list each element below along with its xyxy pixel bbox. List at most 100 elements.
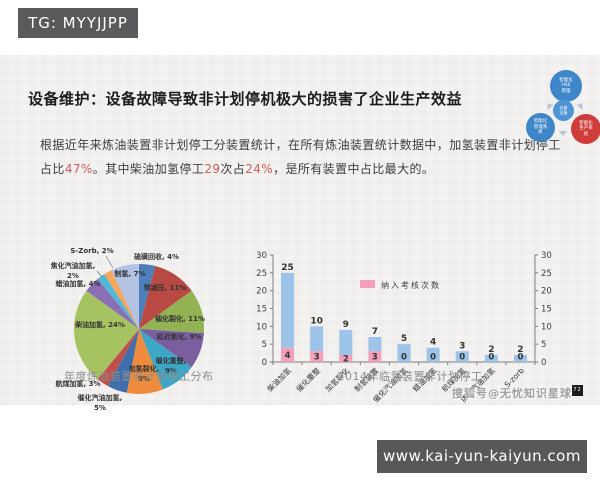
body-highlight-value: 29	[204, 162, 221, 176]
bar-assessed-label: 0	[459, 353, 465, 363]
body-text-segment: 根据近年来炼油装置非计划停工分装置统计，在所有炼油装置统计数据中，加氢装置非计划…	[40, 138, 561, 176]
bar-assessed-label: 0	[517, 353, 523, 363]
bar-segment-assessed-加氢裂化	[339, 354, 353, 362]
y-tick-label-left: 20	[256, 287, 267, 297]
legend-label: 纳入考核次数	[381, 280, 441, 290]
pie-slice-航煤加氢	[97, 329, 139, 386]
pie-leader-line	[105, 255, 114, 269]
y-tick-label-right: 25	[541, 269, 552, 279]
bar-chart-caption: 2014年临氢装置非计划停工	[337, 370, 483, 383]
bar-total-label: 4	[430, 338, 436, 348]
decor-circle-production: 智能化 生产系统	[571, 114, 600, 144]
tg-handle-badge: TG: MYYJJPP	[18, 8, 138, 38]
pie-chart-refinery-unplanned-shutdown: 硫磺回收, 4% 常减压, 11% 催化裂化, 11% 延迟焦化, 9% 催化重整, 9%…	[50, 247, 205, 412]
pie-slice-label: 5%	[94, 404, 106, 412]
decor-circle-hse: 智能化 HSE 管理	[550, 70, 582, 102]
bar-total-label: 5	[401, 334, 407, 344]
pie-slice-蜡油加氢	[86, 278, 139, 329]
bar-assessed-label: 0	[401, 353, 407, 363]
pie-slice-延迟焦化	[139, 329, 204, 368]
bar-segment-total-制氢装置	[368, 337, 382, 352]
y-tick-label-left: 0	[262, 358, 267, 368]
body-highlight-value: 24%	[245, 162, 274, 176]
bar-assessed-label: 0	[430, 353, 436, 363]
pie-slice-硫磺回收	[139, 263, 156, 329]
y-tick-label-right: 20	[541, 287, 552, 297]
pie-slice-label: 延迟焦化, 9%	[156, 332, 202, 341]
bar-total-label: 2	[517, 345, 523, 355]
bar-total-label: 25	[281, 263, 294, 273]
pie-slice-label: 柴油加氢, 24%	[74, 320, 125, 329]
pie-slice-催化汽油加氢	[107, 329, 139, 393]
pie-slice-label: 催化汽油加氢,	[78, 393, 123, 402]
bar-segment-total-催化重整	[310, 326, 324, 352]
pie-slice-label: 催化裂化, 11%	[155, 314, 205, 323]
pie-slice-label: 常减压, 11%	[144, 283, 187, 292]
pie-slice-常减压	[139, 266, 192, 329]
legend-swatch-assessed	[360, 280, 375, 288]
bar-total-label: 9	[343, 320, 349, 330]
pie-slice-label: 制氢, 7%	[115, 269, 146, 278]
website-url-banner: www.kai-yun-kaiyun.com	[377, 440, 587, 473]
presentation-slide: 设备维护：设备故障导致非计划停机极大的损害了企业生产效益 根据近年来炼油装置非计…	[0, 55, 600, 412]
bar-total-label: 2	[488, 345, 494, 355]
pie-slice-label: 2%	[67, 272, 79, 280]
y-tick-label-left: 30	[256, 251, 267, 261]
bar-total-label: 3	[459, 341, 465, 351]
y-tick-label-right: 5	[541, 340, 546, 350]
bar-segment-total-S-zorb	[513, 354, 527, 362]
pie-slice-焦化汽油加氢	[97, 274, 139, 329]
x-category-label: 柴油加氢	[265, 365, 294, 394]
watermark-badge: 72	[572, 385, 583, 396]
bar-assessed-label: 2	[343, 354, 349, 364]
watermark-text: 搜狐号@无忧知识星球72	[452, 385, 583, 401]
pie-slice-label: 硫磺回收, 4%	[134, 252, 179, 261]
pie-slice-label: 航煤加氢, 3%	[56, 379, 101, 388]
pie-slice-label: 催化重整,	[156, 356, 187, 365]
decor-arrow-icon	[559, 131, 567, 136]
bar-segment-assessed-制氢装置	[368, 351, 382, 362]
pie-leader-line	[96, 270, 103, 278]
pie-slice-label: 加氢裂化,	[128, 364, 160, 373]
bar-segment-total-蜡油加氢	[426, 347, 440, 362]
body-text-segment: 次占	[220, 162, 246, 176]
pie-slice-label: S-Zorb, 2%	[70, 247, 113, 255]
body-text-segment: ，是所有装置中占比最大的。	[273, 162, 435, 176]
pie-slice-制氢	[111, 264, 139, 329]
pie-slice-S-Zorb	[104, 270, 139, 329]
y-tick-label-right: 15	[541, 305, 552, 315]
body-highlight-value: 47%	[64, 162, 93, 176]
bar-segment-total-加氢裂化	[339, 329, 353, 355]
pie-slice-label: 焦化汽油加氢,	[50, 261, 96, 270]
bar-segment-total-催化汽油加氢	[397, 344, 411, 362]
bar-segment-assessed-柴油加氢	[281, 347, 295, 362]
y-tick-label-right: 30	[541, 251, 552, 261]
y-tick-label-right: 10	[541, 322, 552, 332]
y-tick-label-left: 25	[256, 269, 267, 279]
pie-slice-label: 蜡油加氢, 4%	[56, 279, 101, 288]
y-tick-label-left: 10	[256, 322, 267, 332]
decor-arrow-icon	[576, 101, 586, 110]
bar-assessed-label: 3	[372, 353, 378, 363]
slide-body-text: 根据近年来炼油装置非计划停工分装置统计，在所有炼油装置统计数据中，加氢装置非计划…	[40, 133, 572, 181]
decor-circle-instruments: 仪器 设备	[553, 100, 574, 121]
decor-circle-management: 智能化 管理系统	[526, 113, 555, 142]
watermark-label: 搜狐号@无忧知识星球	[452, 387, 572, 400]
pie-slice-label: 9%	[138, 375, 150, 383]
body-text-segment: 。其中柴油加氢停工	[92, 162, 205, 176]
pie-slice-催化裂化	[139, 290, 205, 334]
pie-slice-label: 9%	[165, 367, 177, 375]
bar-segment-total-柴油加氢	[281, 272, 295, 348]
bar-segment-total-航煤加氢	[455, 351, 469, 362]
pie-slice-加氢裂化	[126, 329, 163, 394]
bar-assessed-label: 0	[488, 353, 494, 363]
slide-title: 设备维护：设备故障导致非计划停机极大的损害了企业生产效益	[28, 90, 463, 108]
bar-total-label: 10	[310, 316, 323, 326]
y-tick-label-right: 0	[541, 358, 546, 368]
bar-total-label: 7	[372, 327, 378, 337]
y-tick-label-left: 15	[256, 305, 267, 315]
pie-slice-催化重整	[139, 329, 192, 390]
y-tick-label-left: 5	[262, 340, 267, 350]
